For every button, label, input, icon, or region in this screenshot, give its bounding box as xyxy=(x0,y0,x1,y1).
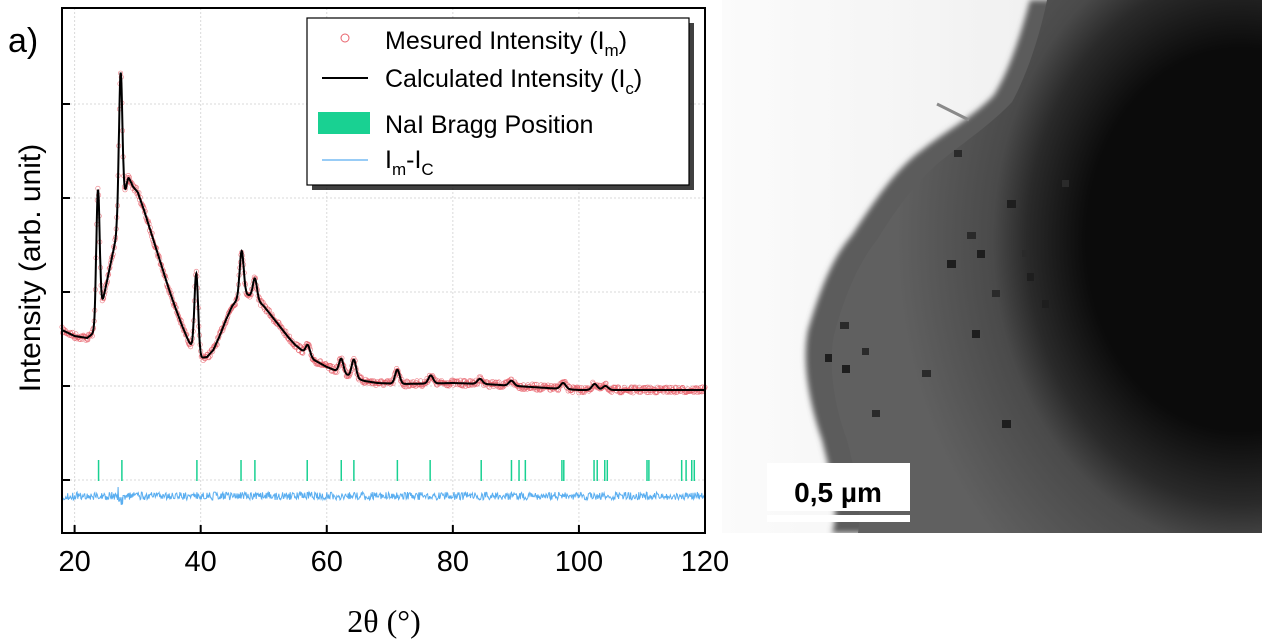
x-tick-label: 60 xyxy=(311,546,343,578)
legend-marker-measured xyxy=(340,33,350,43)
inclusion xyxy=(1002,420,1011,428)
inclusion xyxy=(842,365,850,373)
measured-point xyxy=(394,367,400,373)
inclusion xyxy=(1042,300,1049,308)
scale-bar-box xyxy=(767,463,910,511)
inclusion xyxy=(972,330,980,338)
inclusion xyxy=(992,290,1000,297)
inclusion xyxy=(872,410,880,417)
difference-line xyxy=(61,486,706,505)
legend-entry-bragg: NaI Bragg Position xyxy=(385,111,593,139)
x-tick-label: 100 xyxy=(555,546,603,578)
x-tick-label: 80 xyxy=(437,546,469,578)
y-axis-label: Intensity (arb. unit) xyxy=(14,144,47,392)
x-tick-label: 20 xyxy=(58,546,90,578)
inclusion xyxy=(825,354,832,362)
inclusion xyxy=(1062,180,1069,187)
difference-curve xyxy=(61,486,706,505)
inclusion xyxy=(977,250,985,258)
legend-entry-calculated: Calculated Intensity (Ic) xyxy=(385,65,642,98)
plot-frame xyxy=(61,7,706,534)
measured-point xyxy=(345,373,351,379)
inclusion xyxy=(1007,200,1016,208)
legend-marker-bragg xyxy=(318,112,370,134)
legend-entry-difference: Im-IC xyxy=(385,146,434,179)
inclusion xyxy=(947,260,956,268)
inclusion xyxy=(840,322,849,329)
bragg-ticks xyxy=(97,460,696,481)
legend: Mesured Intensity (Im) Calculated Intens… xyxy=(306,17,694,190)
measured-point xyxy=(560,379,566,385)
measured-point xyxy=(87,332,93,338)
measured-point xyxy=(288,337,294,343)
calculated-line xyxy=(61,72,705,391)
x-axis-label: 2θ (°) xyxy=(347,603,420,639)
measured-point xyxy=(289,338,295,344)
calculated-curve xyxy=(61,72,705,391)
inclusion xyxy=(967,232,976,239)
x-tick-label: 120 xyxy=(681,546,729,578)
x-tick-label: 40 xyxy=(185,546,217,578)
measured-point xyxy=(88,331,94,337)
tem-micrograph: 0,5 µm xyxy=(722,0,1262,533)
particle-body xyxy=(831,0,1262,533)
whisker xyxy=(936,102,970,122)
inclusion xyxy=(922,370,931,377)
panel-label-a: a) xyxy=(8,22,38,60)
inclusion xyxy=(1027,273,1034,281)
inclusion xyxy=(1022,250,1029,257)
inclusion xyxy=(862,348,869,355)
inclusion xyxy=(954,150,962,157)
particle-inclusions xyxy=(825,150,1069,428)
scale-bar-label: 0,5 µm xyxy=(794,477,882,508)
legend-entry-measured: Mesured Intensity (Im) xyxy=(385,27,627,60)
scale-bar xyxy=(767,515,910,522)
axis-ticks: 20 40 60 80 100 120 xyxy=(58,103,729,578)
